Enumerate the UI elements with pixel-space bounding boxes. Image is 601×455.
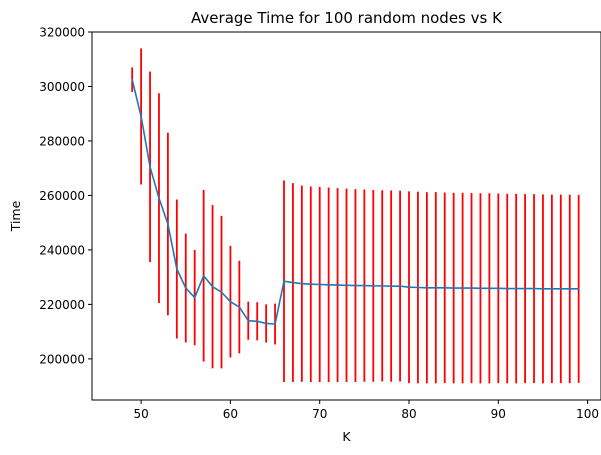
x-tick-label: 50 [133, 407, 148, 421]
chart-title: Average Time for 100 random nodes vs K [191, 9, 503, 27]
error-bars [131, 48, 580, 384]
plot-frame [91, 31, 601, 401]
y-axis-label: Time [8, 200, 23, 232]
x-axis-label: K [342, 429, 351, 444]
plot-area [91, 31, 601, 401]
x-tick-label: 80 [401, 407, 416, 421]
x-axis: 50 60 70 80 90 100 [133, 400, 599, 421]
y-tick-label: 260000 [39, 189, 85, 203]
y-axis: 200000 220000 240000 260000 280000 300000 3200… [39, 26, 92, 366]
y-tick-label: 200000 [39, 352, 85, 366]
y-tick-label: 320000 [39, 26, 85, 40]
x-tick-label: 70 [312, 407, 327, 421]
y-tick-label: 220000 [39, 298, 85, 312]
x-tick-label: 60 [223, 407, 238, 421]
series-line [131, 78, 580, 325]
y-tick-label: 240000 [39, 243, 85, 257]
y-tick-label: 280000 [39, 134, 85, 148]
y-tick-label: 300000 [39, 80, 85, 94]
x-tick-label: 90 [491, 407, 506, 421]
x-tick-label: 100 [576, 407, 599, 421]
